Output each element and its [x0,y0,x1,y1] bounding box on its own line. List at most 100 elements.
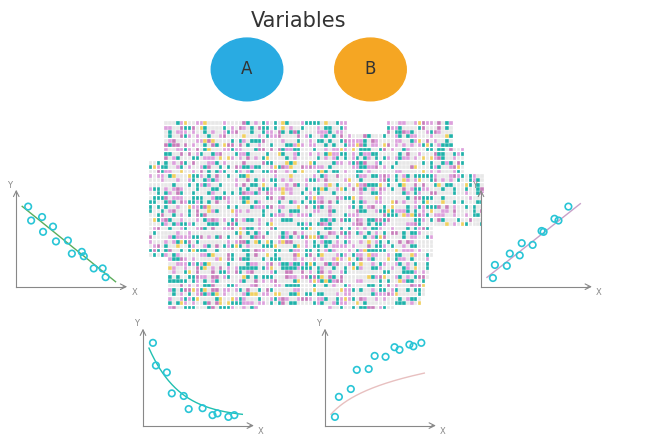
Bar [215,279,218,283]
Bar [406,279,410,283]
Bar [184,126,187,129]
Bar [215,222,218,226]
Bar [250,174,254,178]
Bar [184,218,187,222]
Bar [254,284,257,288]
Bar [270,126,273,129]
Bar [184,288,187,292]
Bar [359,271,363,274]
Bar [149,222,152,226]
Bar [430,218,433,222]
Bar [317,134,320,138]
Bar [313,174,316,178]
Bar [301,275,304,279]
Bar [239,191,242,195]
Bar [422,205,425,208]
Bar [285,262,289,266]
Bar [180,205,183,208]
Bar [192,156,195,160]
Bar [402,271,406,274]
Bar [192,235,195,239]
Bar [293,143,296,147]
Bar [356,284,359,288]
Bar [418,262,421,266]
Bar [426,209,429,213]
Bar [418,196,421,200]
Bar [215,156,218,160]
Bar [207,218,211,222]
Bar [262,126,265,129]
Bar [367,231,370,235]
Bar [153,183,156,186]
Bar [227,306,230,310]
Bar [434,187,437,191]
Bar [192,169,195,173]
Bar [223,169,226,173]
Bar [227,143,230,147]
Bar [285,218,289,222]
Bar [270,271,273,274]
Bar [371,139,374,143]
Bar [246,227,250,230]
Bar [176,227,179,230]
Bar [406,121,410,125]
Bar [348,196,351,200]
Bar [375,231,378,235]
Bar [149,205,152,208]
Bar [172,297,176,301]
Bar [344,191,347,195]
Bar [371,152,374,156]
Bar [250,257,254,261]
Bar [305,165,308,169]
Bar [297,156,300,160]
Bar [320,165,324,169]
Bar [246,213,250,217]
Bar [367,178,370,182]
Bar [387,266,390,270]
Bar [258,249,261,252]
Bar [391,121,394,125]
Bar [285,209,289,213]
Bar [281,130,285,134]
Bar [324,165,328,169]
Bar [391,288,394,292]
Bar [461,178,464,182]
Bar [281,231,285,235]
Bar [246,271,250,274]
Bar [383,165,386,169]
Bar [332,200,335,204]
Bar [340,218,343,222]
Bar [402,156,406,160]
Bar [153,209,156,213]
Bar [356,183,359,186]
Bar [211,134,214,138]
Bar [410,139,413,143]
Bar [258,165,261,169]
Bar [246,257,250,261]
Bar [223,152,226,156]
Bar [371,231,374,235]
Bar [227,134,230,138]
Bar [227,231,230,235]
Bar [180,253,183,257]
Bar [274,165,277,169]
Bar [309,249,312,252]
Bar [426,222,429,226]
Bar [180,178,183,182]
Bar [336,213,339,217]
Bar [200,130,203,134]
Bar [266,143,269,147]
Bar [223,262,226,266]
Bar [480,191,484,195]
Bar [344,161,347,164]
Bar [211,161,214,164]
Bar [422,187,425,191]
Bar [246,126,250,129]
Bar [461,156,464,160]
Bar [340,271,343,274]
Bar [367,161,370,164]
Bar [180,130,183,134]
Bar [441,183,445,186]
Bar [313,156,316,160]
Bar [387,275,390,279]
